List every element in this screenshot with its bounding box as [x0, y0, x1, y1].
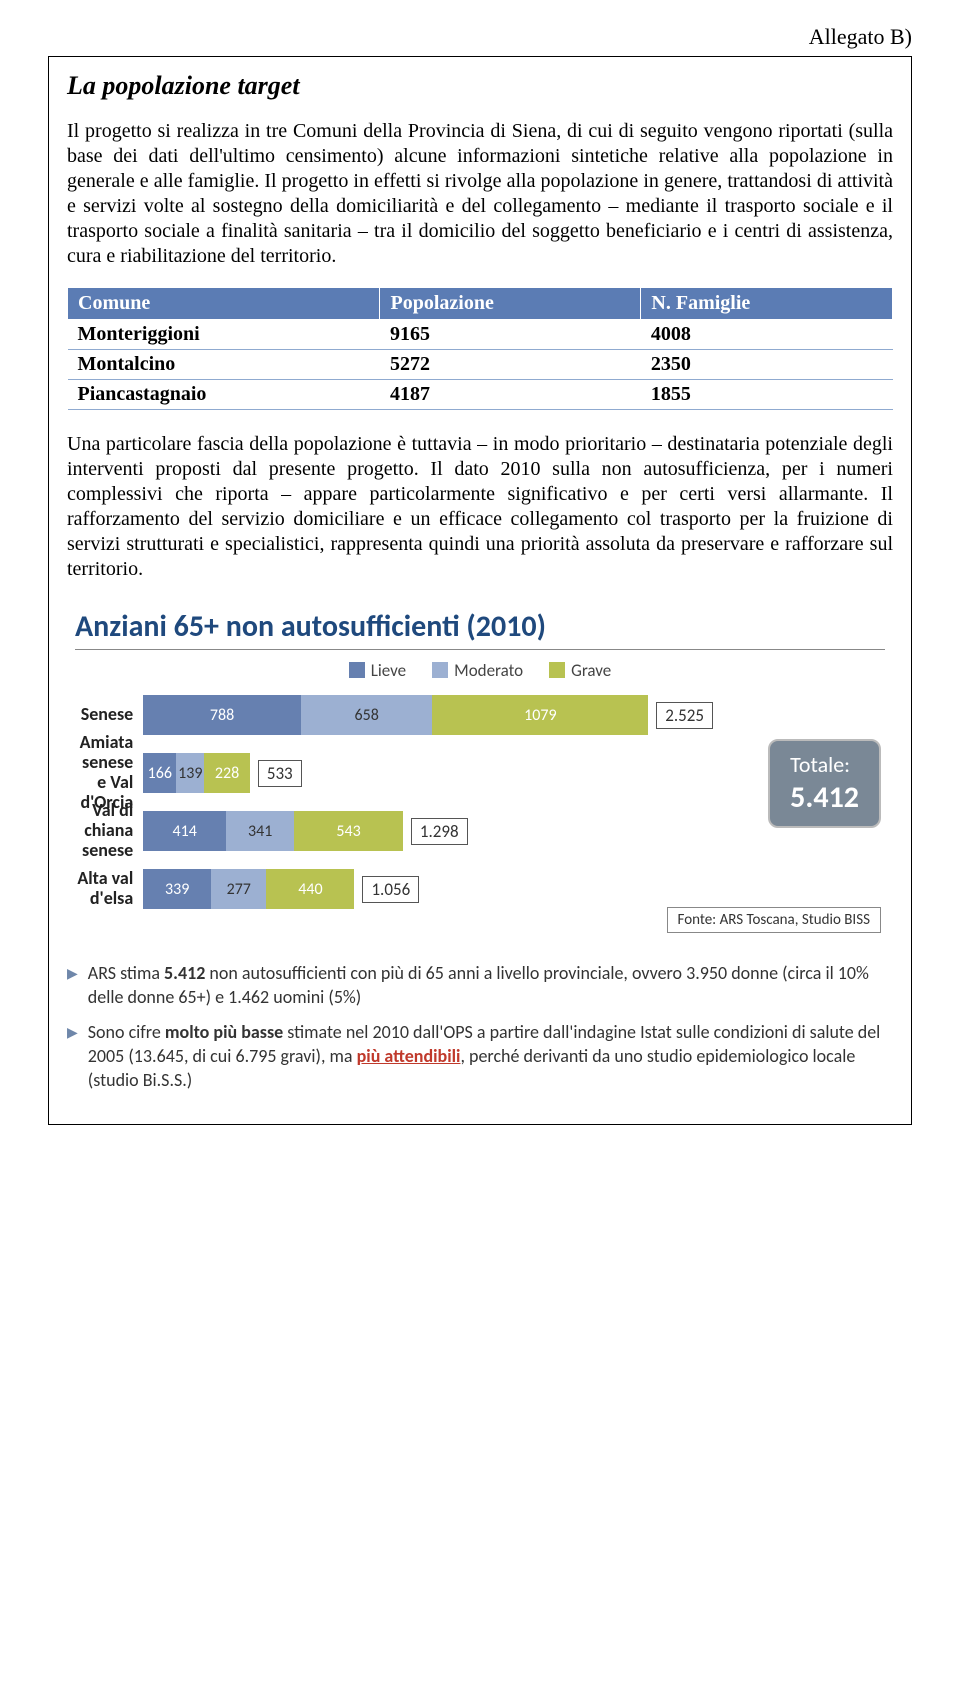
table-cell: 4008	[641, 320, 893, 350]
chart-bar-segment: 658	[301, 695, 433, 735]
chart-bar-segment: 166	[143, 753, 176, 793]
chart-container: Anziani 65+ non autosufficienti (2010) L…	[67, 608, 893, 1092]
table-cell: 9165	[380, 320, 641, 350]
table-cell: Monteriggioni	[68, 320, 380, 350]
total-box-value: 5.412	[790, 779, 859, 817]
chart-bar-total: 1.298	[411, 818, 468, 845]
chart-bar-row: 166139228 533	[143, 753, 713, 793]
legend-swatch	[549, 662, 565, 678]
legend-swatch	[349, 662, 365, 678]
paragraph-2: Una particolare fascia della popolazione…	[67, 432, 893, 582]
chart-y-labels: Senese Amiata senesee Val d'Orcia Val di c…	[67, 695, 143, 927]
chart-bar-segment: 788	[143, 695, 301, 735]
legend-item: Lieve	[349, 660, 406, 681]
chart-source: Fonte: ARS Toscana, Studio BISS	[667, 907, 881, 933]
legend-item: Moderato	[432, 660, 523, 681]
chart-category-label: Val di chianasenese	[67, 811, 143, 851]
bullet-text: Sono cifre molto più basse stimate nel 2…	[88, 1020, 893, 1093]
chart-bar-segment: 277	[211, 869, 266, 909]
table-cell: Montalcino	[68, 350, 380, 380]
chart-notes: ▶ARS stima 5.412 non autosufficienti con…	[67, 961, 893, 1092]
table-row: Monteriggioni91654008	[68, 320, 893, 350]
table-cell: Piancastagnaio	[68, 380, 380, 410]
chart-bar-row: 414341543 1.298	[143, 811, 713, 851]
chart-area: Senese Amiata senesee Val d'Orcia Val di c…	[67, 695, 893, 927]
allegato-label: Allegato B)	[48, 24, 912, 50]
chart-bar-segment: 139	[176, 753, 204, 793]
table-header: Popolazione	[380, 288, 641, 320]
chart-bar-total: 533	[258, 760, 302, 787]
total-box: Totale: 5.412	[768, 739, 881, 828]
total-box-label: Totale:	[790, 751, 859, 779]
chart-category-label: Amiata senesee Val d'Orcia	[67, 753, 143, 793]
chart-bar-segment: 339	[143, 869, 211, 909]
chart-bar-total: 2.525	[656, 702, 713, 729]
chart-bar-segment: 1079	[432, 695, 648, 735]
chart-divider	[75, 649, 885, 650]
bullet-icon: ▶	[67, 965, 78, 1010]
bullet-icon: ▶	[67, 1024, 78, 1093]
chart-bar-segment: 543	[294, 811, 403, 851]
table-cell: 2350	[641, 350, 893, 380]
bullet-item: ▶Sono cifre molto più basse stimate nel …	[67, 1020, 893, 1093]
table-row: Piancastagnaio41871855	[68, 380, 893, 410]
chart-category-label: Alta val d'elsa	[67, 869, 143, 909]
chart-bar-segment: 414	[143, 811, 226, 851]
chart-bar-total: 1.056	[362, 876, 419, 903]
chart-bar-segment: 440	[266, 869, 354, 909]
legend-item: Grave	[549, 660, 611, 681]
paragraph-1: Il progetto si realizza in tre Comuni de…	[67, 119, 893, 269]
table-cell: 5272	[380, 350, 641, 380]
table-row: Montalcino52722350	[68, 350, 893, 380]
chart-category-label: Senese	[67, 695, 143, 735]
legend-swatch	[432, 662, 448, 678]
chart-bar-segment: 228	[204, 753, 250, 793]
table-cell: 1855	[641, 380, 893, 410]
chart-bar-row: 339277440 1.056	[143, 869, 713, 909]
content-box: La popolazione target Il progetto si rea…	[48, 56, 912, 1125]
section-title: La popolazione target	[67, 71, 893, 101]
chart-title: Anziani 65+ non autosufficienti (2010)	[75, 608, 885, 645]
bullet-text: ARS stima 5.412 non autosufficienti con …	[88, 961, 893, 1010]
chart-bar-segment: 341	[226, 811, 294, 851]
chart-bar-row: 7886581079 2.525	[143, 695, 713, 735]
table-cell: 4187	[380, 380, 641, 410]
bullet-item: ▶ARS stima 5.412 non autosufficienti con…	[67, 961, 893, 1010]
table-header: N. Famiglie	[641, 288, 893, 320]
table-header: Comune	[68, 288, 380, 320]
chart-legend: Lieve Moderato Grave	[67, 660, 893, 681]
population-table: ComunePopolazioneN. Famiglie Monteriggio…	[67, 287, 893, 410]
